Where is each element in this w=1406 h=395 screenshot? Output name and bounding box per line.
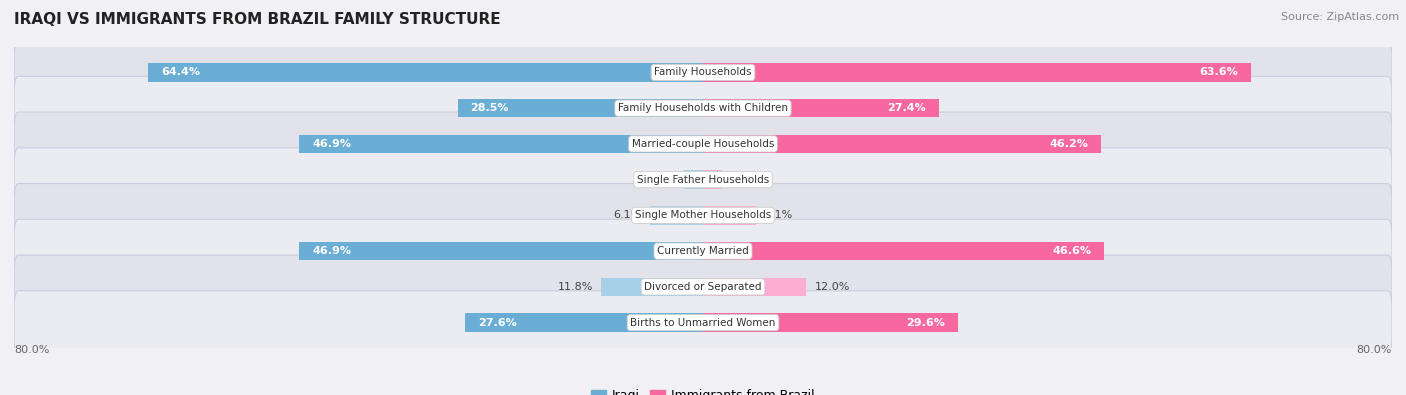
Bar xyxy=(703,242,1104,260)
Bar xyxy=(703,206,755,225)
FancyBboxPatch shape xyxy=(14,112,1392,176)
Bar xyxy=(685,170,703,189)
Bar xyxy=(465,313,703,332)
Text: IRAQI VS IMMIGRANTS FROM BRAZIL FAMILY STRUCTURE: IRAQI VS IMMIGRANTS FROM BRAZIL FAMILY S… xyxy=(14,12,501,27)
FancyBboxPatch shape xyxy=(14,148,1392,211)
Text: 6.1%: 6.1% xyxy=(763,211,793,220)
Bar xyxy=(703,63,1251,82)
Text: Births to Unmarried Women: Births to Unmarried Women xyxy=(630,318,776,327)
Bar xyxy=(703,99,939,117)
Text: 28.5%: 28.5% xyxy=(471,103,509,113)
Bar xyxy=(703,313,957,332)
Text: 27.4%: 27.4% xyxy=(887,103,927,113)
Text: 12.0%: 12.0% xyxy=(815,282,851,292)
FancyBboxPatch shape xyxy=(14,291,1392,354)
Bar xyxy=(703,278,807,296)
Text: 64.4%: 64.4% xyxy=(162,68,200,77)
Bar xyxy=(457,99,703,117)
FancyBboxPatch shape xyxy=(14,76,1392,140)
Bar xyxy=(299,242,703,260)
Text: Divorced or Separated: Divorced or Separated xyxy=(644,282,762,292)
Bar xyxy=(602,278,703,296)
Text: Single Father Households: Single Father Households xyxy=(637,175,769,184)
Text: 2.2%: 2.2% xyxy=(731,175,759,184)
Text: 46.9%: 46.9% xyxy=(312,246,352,256)
Text: Source: ZipAtlas.com: Source: ZipAtlas.com xyxy=(1281,12,1399,22)
Bar xyxy=(651,206,703,225)
Text: Family Households: Family Households xyxy=(654,68,752,77)
Text: Single Mother Households: Single Mother Households xyxy=(636,211,770,220)
Text: 6.1%: 6.1% xyxy=(613,211,643,220)
Text: 46.6%: 46.6% xyxy=(1052,246,1091,256)
Text: Currently Married: Currently Married xyxy=(657,246,749,256)
FancyBboxPatch shape xyxy=(14,219,1392,283)
Text: Married-couple Households: Married-couple Households xyxy=(631,139,775,149)
Text: 80.0%: 80.0% xyxy=(1357,345,1392,355)
Text: 46.2%: 46.2% xyxy=(1049,139,1088,149)
Text: 46.9%: 46.9% xyxy=(312,139,352,149)
Text: 80.0%: 80.0% xyxy=(14,345,49,355)
FancyBboxPatch shape xyxy=(14,255,1392,319)
FancyBboxPatch shape xyxy=(14,41,1392,104)
Text: 29.6%: 29.6% xyxy=(905,318,945,327)
Text: Family Households with Children: Family Households with Children xyxy=(619,103,787,113)
Legend: Iraqi, Immigrants from Brazil: Iraqi, Immigrants from Brazil xyxy=(586,384,820,395)
Text: 2.2%: 2.2% xyxy=(647,175,675,184)
Text: 11.8%: 11.8% xyxy=(557,282,593,292)
Bar xyxy=(703,135,1101,153)
Bar xyxy=(299,135,703,153)
FancyBboxPatch shape xyxy=(14,184,1392,247)
Bar xyxy=(149,63,703,82)
Bar xyxy=(703,170,721,189)
Text: 63.6%: 63.6% xyxy=(1199,68,1237,77)
Text: 27.6%: 27.6% xyxy=(478,318,517,327)
